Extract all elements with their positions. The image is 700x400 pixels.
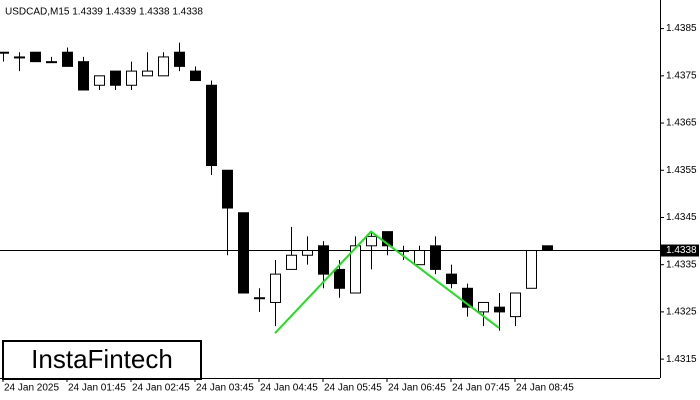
candle-body — [542, 245, 553, 252]
candle-body — [206, 84, 217, 167]
candle-body — [158, 56, 169, 77]
candle-body — [462, 287, 473, 308]
candle-body — [62, 51, 73, 67]
y-tick-label: 1.4345 — [666, 212, 697, 223]
current-price-box — [661, 244, 699, 257]
x-tick-label: 24 Jan 05:45 — [324, 383, 382, 394]
candle-body — [478, 301, 489, 313]
candle-body — [286, 254, 297, 270]
candle-body — [398, 250, 409, 253]
chart-title: USDCAD,M15 1.4339 1.4339 1.4338 1.4338 — [5, 7, 203, 18]
x-tick-label: 24 Jan 07:45 — [452, 383, 510, 394]
x-tick-label: 24 Jan 03:45 — [196, 383, 254, 394]
candle-body — [494, 306, 505, 313]
logo: InstaFintech — [31, 344, 173, 374]
x-tick-label: 24 Jan 02:45 — [132, 383, 190, 394]
x-tick-label: 24 Jan 06:45 — [388, 383, 446, 394]
candle-body — [254, 297, 265, 300]
candle-body — [190, 70, 201, 82]
x-tick-label: 24 Jan 08:45 — [516, 383, 574, 394]
candle-body — [78, 61, 89, 91]
candle-body — [414, 250, 425, 266]
candle-body — [142, 70, 153, 77]
candle-body — [446, 273, 457, 285]
candle-body — [30, 51, 41, 63]
y-tick-label: 1.4315 — [666, 354, 697, 365]
candle-body — [0, 51, 9, 54]
candle-body — [318, 245, 329, 275]
pattern-line — [274, 230, 500, 334]
candle-body — [46, 61, 57, 64]
candle-body — [270, 273, 281, 303]
candle-body — [526, 250, 537, 289]
y-tick-label: 1.4335 — [666, 259, 697, 270]
y-tick-label: 1.4355 — [666, 165, 697, 176]
y-tick-label: 1.4325 — [666, 307, 697, 318]
candle-body — [238, 212, 249, 294]
candle-body — [110, 70, 121, 86]
candle-body — [350, 245, 361, 294]
candle-body — [382, 231, 393, 247]
candle-body — [174, 51, 185, 67]
y-tick-label: 1.4365 — [666, 118, 697, 129]
x-tick-label: 24 Jan 2025 — [4, 383, 59, 394]
y-tick-label: 1.4375 — [666, 70, 697, 81]
candle-body — [302, 250, 313, 256]
candle-body — [334, 268, 345, 289]
x-tick-label: 24 Jan 04:45 — [260, 383, 318, 394]
y-tick-label: 1.4385 — [666, 23, 697, 34]
candle-body — [430, 245, 441, 270]
current-price-label: 1.4338 — [666, 245, 697, 256]
logo-box — [2, 340, 202, 380]
candle-body — [366, 235, 377, 247]
candle-body — [94, 75, 105, 86]
candle-body — [222, 169, 233, 209]
candle-body — [14, 56, 25, 59]
candle-body — [126, 70, 137, 86]
candle-body — [510, 292, 521, 318]
x-tick-label: 24 Jan 01:45 — [68, 383, 126, 394]
